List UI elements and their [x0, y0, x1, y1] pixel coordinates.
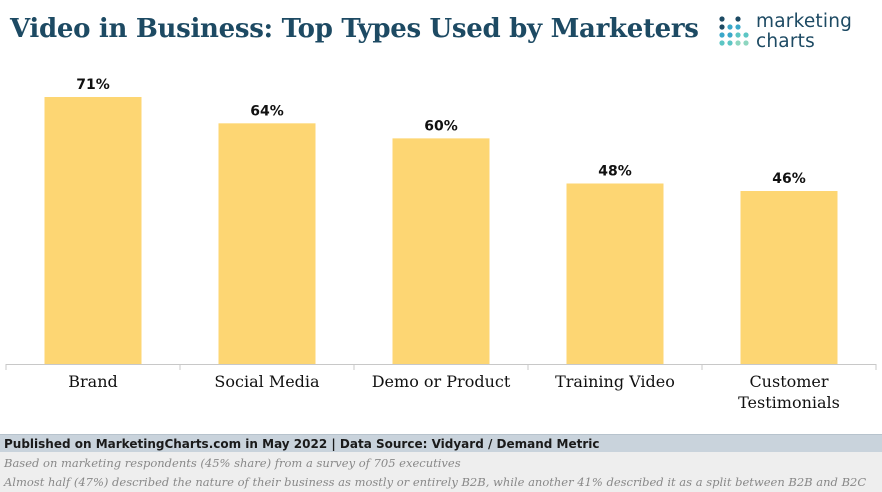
data-label: 64% — [250, 103, 284, 119]
category-label: Training Video — [555, 372, 675, 391]
logo-line-2: charts — [756, 31, 815, 52]
data-label: 46% — [772, 171, 806, 187]
marketingcharts-logo: marketing charts — [718, 12, 878, 58]
footer: Published on MarketingCharts.com in May … — [0, 434, 882, 492]
footnote-2: Almost half (47%) described the nature o… — [4, 475, 867, 489]
bar — [566, 183, 664, 364]
bar-chart: 71% Brand 64% Social Media 60% Demo or Produc… — [5, 77, 877, 412]
bar — [392, 138, 490, 364]
published-source-line: Published on MarketingCharts.com in May … — [0, 434, 882, 452]
logo-line-1: marketing — [756, 11, 853, 32]
category-label: Brand — [68, 372, 118, 391]
data-label: 60% — [424, 118, 458, 134]
logo-dots-icon — [719, 16, 749, 46]
chart-title: Video in Business: Top Types Used by Mar… — [10, 14, 699, 44]
logo-wordmark: marketing charts — [756, 12, 852, 52]
bar — [218, 123, 316, 364]
bar — [44, 97, 142, 364]
category-label: Customer — [749, 372, 828, 391]
category-label: Testimonials — [738, 393, 840, 412]
data-label: 48% — [598, 163, 632, 179]
footnote-1: Based on marketing respondents (45% shar… — [4, 456, 461, 470]
data-label: 71% — [76, 77, 110, 93]
bar — [740, 191, 838, 364]
category-label: Social Media — [214, 372, 320, 391]
category-label: Demo or Product — [372, 372, 511, 391]
